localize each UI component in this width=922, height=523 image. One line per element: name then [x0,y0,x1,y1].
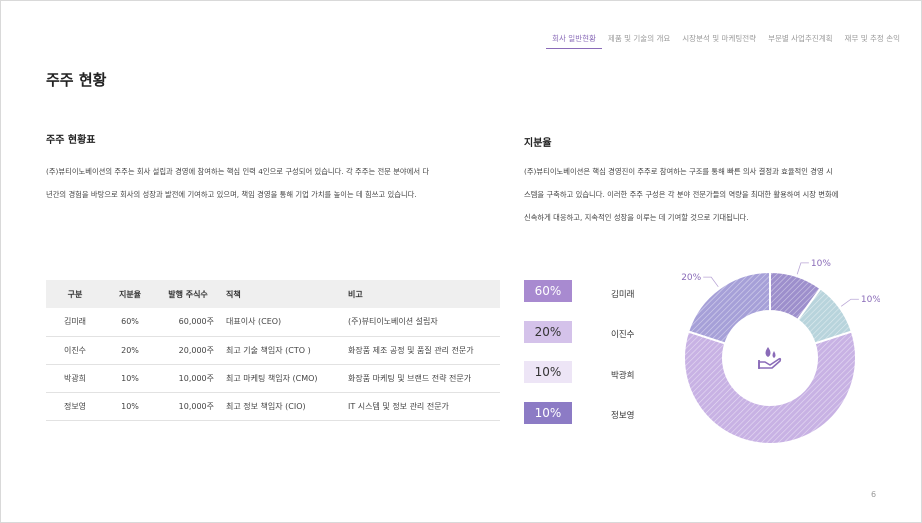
cell-shares: 20,000주 [156,336,220,365]
tab-company-overview[interactable]: 회사 일반현황 [546,33,602,49]
equity-description: (주)뷰티이노베이션은 핵심 경영진이 주주로 참여하는 구조를 통해 빠른 의… [524,160,894,229]
donut-slice-4 [796,287,854,345]
col-header-note: 비고 [342,280,500,308]
col-header-shares: 발행 주식수 [156,280,220,308]
cell-shares: 10,000주 [156,392,220,421]
desc-line: (주)뷰티이노베이션의 주주는 회사 설립과 경영에 참여하는 핵심 인력 4인… [46,167,430,176]
cell-note: 화장품 마케팅 및 브랜드 전략 전문가 [342,364,500,393]
slice-leader-line [703,276,719,288]
col-header-category: 구분 [46,280,104,308]
legend-pct-box: 10% [524,402,572,424]
hand-with-drop-icon [752,340,788,376]
table-header-row: 구분 지분율 발행 주식수 직책 비고 [46,280,500,308]
table-row: 이진수 20% 20,000주 최고 기술 책임자 (CTO ) 화장품 제조 … [46,336,500,365]
legend-pct-box: 20% [524,321,572,343]
cell-ratio: 60% [104,308,156,337]
col-header-ratio: 지분율 [104,280,156,308]
section-nav: 회사 일반현황 제품 및 기술의 개요 시장분석 및 마케팅전략 부문별 사업추… [546,33,906,49]
cell-ratio: 10% [104,364,156,393]
shareholder-table-heading: 주주 현황표 [46,135,96,146]
desc-line: 년간의 경험을 바탕으로 회사의 성장과 발전에 기여하고 있으며, 책임 경영… [46,190,417,199]
tab-finance[interactable]: 재무 및 추정 손익 [844,34,900,43]
cell-position: 최고 마케팅 책임자 (CMO) [220,364,342,393]
slice-leader-line [796,262,809,275]
donut-slice-1 [683,330,857,445]
cell-name: 김미래 [46,308,104,337]
legend-name: 박광희 [611,371,635,381]
page-title: 주주 현황 [46,71,107,89]
slice-label: 20% [681,273,701,283]
tab-business-plan[interactable]: 부문별 사업추진계획 [768,34,833,43]
legend-name: 이진수 [611,330,635,340]
tab-market-analysis[interactable]: 시장분석 및 마케팅전략 [682,34,757,43]
slice-label: 10% [861,295,880,305]
shareholder-table: 구분 지분율 발행 주식수 직책 비고 김미래 60% 60,000주 대표이사… [46,280,500,421]
cell-shares: 10,000주 [156,364,220,393]
cell-position: 최고 기술 책임자 (CTO ) [220,336,342,365]
desc-line: (주)뷰티이노베이션은 핵심 경영진이 주주로 참여하는 구조를 통해 빠른 의… [524,167,833,176]
cell-note: (주)뷰티이노베이션 설립자 [342,308,500,337]
cell-name: 이진수 [46,336,104,365]
col-header-position: 직책 [220,280,342,308]
legend-pct-box: 10% [524,361,572,383]
cell-ratio: 10% [104,392,156,421]
cell-position: 대표이사 (CEO) [220,308,342,337]
cell-name: 정보영 [46,392,104,421]
legend-pct-box: 60% [524,280,572,302]
desc-line: 신속하게 대응하고, 지속적인 성장을 이루는 데 기여할 것으로 기대됩니다. [524,213,749,222]
legend-name: 정보영 [611,411,635,421]
cell-note: IT 시스템 및 정보 관리 전문가 [342,392,500,421]
slice-leader-line [840,298,859,307]
table-row: 정보영 10% 10,000주 최고 정보 책임자 (CIO) IT 시스템 및… [46,392,500,421]
tab-product-technology[interactable]: 제품 및 기술의 개요 [607,34,671,43]
shareholder-description: (주)뷰티이노베이션의 주주는 회사 설립과 경영에 참여하는 핵심 인력 4인… [46,160,500,206]
table-row: 김미래 60% 60,000주 대표이사 (CEO) (주)뷰티이노베이션 설립… [46,308,500,337]
page-number: 6 [871,490,877,499]
table-row: 박광희 10% 10,000주 최고 마케팅 책임자 (CMO) 화장품 마케팅… [46,364,500,393]
cell-name: 박광희 [46,364,104,393]
desc-line: 스템을 구축하고 있습니다. 이러한 주주 구성은 각 분야 전문가들의 역량을… [524,190,839,199]
cell-ratio: 20% [104,336,156,365]
cell-note: 화장품 제조 공정 및 품질 관리 전문가 [342,336,500,365]
slice-label: 10% [811,259,831,269]
cell-shares: 60,000주 [156,308,220,337]
equity-donut-chart: 60%20%10%10% [681,259,880,445]
equity-heading: 지분율 [524,138,552,149]
legend-name: 김미래 [611,290,635,300]
cell-position: 최고 정보 책임자 (CIO) [220,392,342,421]
